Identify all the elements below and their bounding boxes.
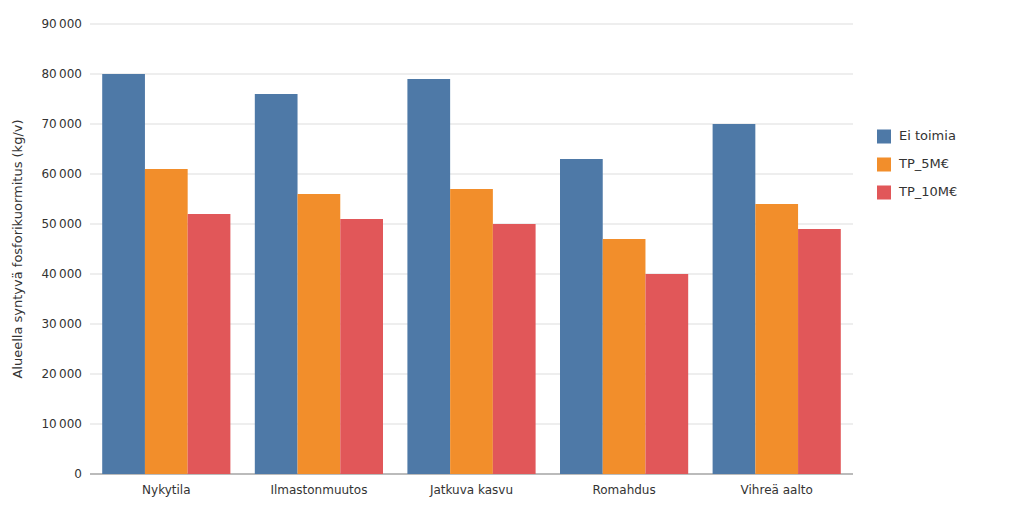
bar (603, 239, 646, 474)
y-tick-label: 30 000 (41, 317, 82, 331)
y-tick-label: 80 000 (41, 67, 82, 81)
bar (713, 124, 756, 474)
y-tick-label: 40 000 (41, 267, 82, 281)
bars (102, 74, 841, 474)
x-tick-label: Vihreä aalto (741, 483, 813, 497)
chart-svg: 0 10 000 20 000 30 000 40 000 50 000 60 000 70 … (0, 0, 1023, 524)
chart-container: 0 10 000 20 000 30 000 40 000 50 000 60 000 70 … (0, 0, 1023, 524)
bar (188, 214, 231, 474)
x-tick-label: Jatkuva kasvu (429, 483, 513, 497)
grid-line (90, 74, 853, 75)
y-tick-label: 20 000 (41, 367, 82, 381)
bar (755, 204, 798, 474)
y-tick-label: 60 000 (41, 167, 82, 181)
bar (102, 74, 145, 474)
legend: Ei toimia TP_5M€ TP_10M€ (877, 128, 957, 200)
legend-label: TP_10M€ (898, 184, 957, 199)
x-axis: Nykytila Ilmastonmuutos Jatkuva kasvu Romah… (142, 483, 813, 497)
bar (340, 219, 383, 474)
x-tick-label: Ilmastonmuutos (270, 483, 367, 497)
y-tick-label: 90 000 (41, 17, 82, 31)
y-tick-label: 10 000 (41, 417, 82, 431)
legend-swatch (877, 186, 891, 200)
legend-swatch (877, 158, 891, 172)
bar (645, 274, 688, 474)
bar (255, 94, 298, 474)
y-tick-label: 70 000 (41, 117, 82, 131)
bar (450, 189, 493, 474)
bar (145, 169, 188, 474)
y-tick-label: 0 (74, 467, 82, 481)
x-tick-label: Nykytila (142, 483, 190, 497)
y-axis-label: Alueella syntyvä fosforikuormitus (kg/v) (10, 119, 25, 378)
y-axis: 0 10 000 20 000 30 000 40 000 50 000 60 000 70 … (41, 17, 853, 481)
bar (298, 194, 341, 474)
bar (560, 159, 603, 474)
legend-label: Ei toimia (899, 128, 956, 143)
legend-swatch (877, 130, 891, 144)
grid-line (90, 24, 853, 25)
x-tick-label: Romahdus (592, 483, 655, 497)
bar (407, 79, 450, 474)
bar (493, 224, 536, 474)
y-tick-label: 50 000 (41, 217, 82, 231)
bar (798, 229, 841, 474)
legend-label: TP_5M€ (898, 156, 949, 171)
